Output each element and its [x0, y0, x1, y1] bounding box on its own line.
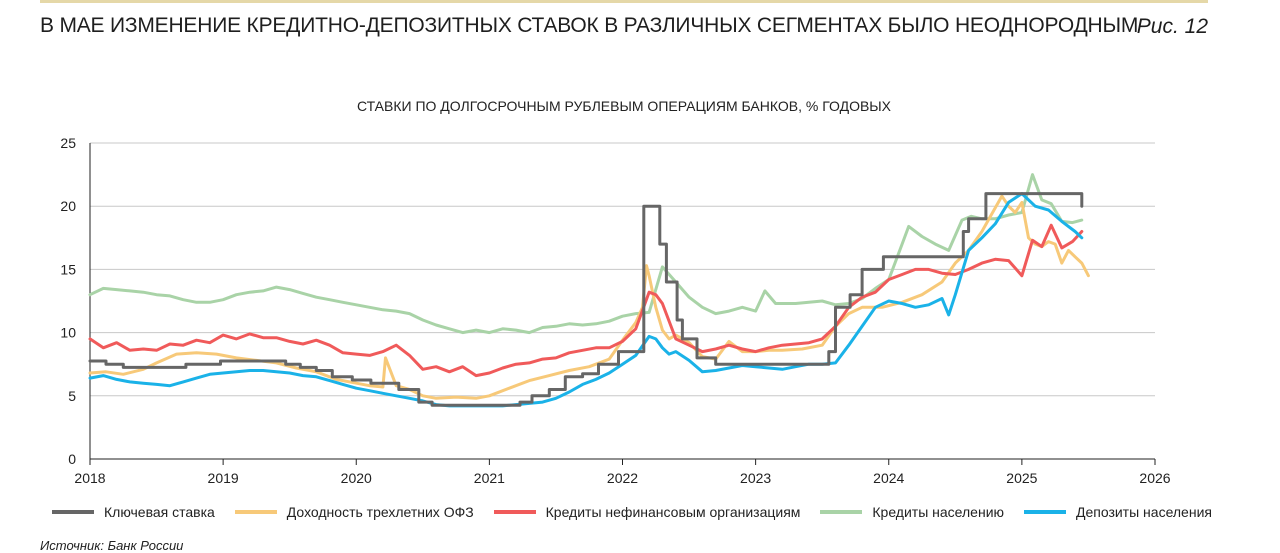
legend-label: Ключевая ставка — [104, 504, 215, 520]
legend-swatch — [820, 510, 863, 514]
series-line-2 — [88, 223, 1084, 378]
source-note: Источник: Банк России — [40, 538, 184, 553]
legend-swatch — [1023, 510, 1066, 514]
y-tick-label: 5 — [68, 388, 76, 404]
legend-item-retail-deposits: Депозиты населения — [1023, 504, 1212, 520]
series-line-4 — [88, 192, 1084, 408]
series-line-0 — [88, 192, 1084, 407]
legend: Ключевая ставка Доходность трехлетних ОФ… — [52, 504, 1212, 520]
series-line-3 — [88, 173, 1084, 335]
legend-label: Доходность трехлетних ОФЗ — [286, 504, 474, 520]
series-line-1 — [88, 194, 1090, 400]
page-title: В МАЕ ИЗМЕНЕНИЕ КРЕДИТНО-ДЕПОЗИТНЫХ СТАВ… — [40, 14, 1139, 37]
figure-label: Рис. 12 — [1136, 15, 1208, 38]
legend-swatch — [493, 510, 536, 514]
series-group — [88, 173, 1090, 408]
y-tick-label: 20 — [60, 198, 76, 214]
grid-lines — [90, 142, 1155, 397]
x-tick-label: 2024 — [873, 470, 904, 486]
x-tick-label: 2023 — [740, 470, 771, 486]
x-tick-label: 2025 — [1006, 470, 1037, 486]
x-tick-label: 2020 — [341, 470, 372, 486]
x-tick-label: 2022 — [607, 470, 638, 486]
header-accent-line — [40, 0, 1208, 3]
legend-label: Кредиты населению — [872, 504, 1005, 520]
y-tick-label: 0 — [68, 451, 76, 467]
legend-swatch — [52, 510, 94, 514]
legend-label: Кредиты нефинансовым организациям — [545, 504, 801, 520]
x-tick-label: 2018 — [74, 470, 105, 486]
legend-swatch — [234, 510, 277, 514]
y-tick-label: 25 — [60, 135, 76, 151]
x-tick-label: 2019 — [208, 470, 239, 486]
legend-label: Депозиты населения — [1075, 504, 1212, 520]
y-tick-label: 10 — [60, 325, 76, 341]
x-tick-label: 2021 — [474, 470, 505, 486]
chart-title: СТАВКИ ПО ДОЛГОСРОЧНЫМ РУБЛЕВЫМ ОПЕРАЦИЯ… — [356, 98, 892, 114]
legend-item-corporate-loans: Кредиты нефинансовым организациям — [493, 504, 801, 520]
legend-item-ofz-yield: Доходность трехлетних ОФЗ — [234, 504, 474, 520]
y-tick-label: 15 — [60, 261, 76, 277]
x-tick-label: 2026 — [1139, 470, 1170, 486]
legend-item-retail-loans: Кредиты населению — [820, 504, 1004, 520]
legend-item-key-rate: Ключевая ставка — [52, 504, 215, 520]
